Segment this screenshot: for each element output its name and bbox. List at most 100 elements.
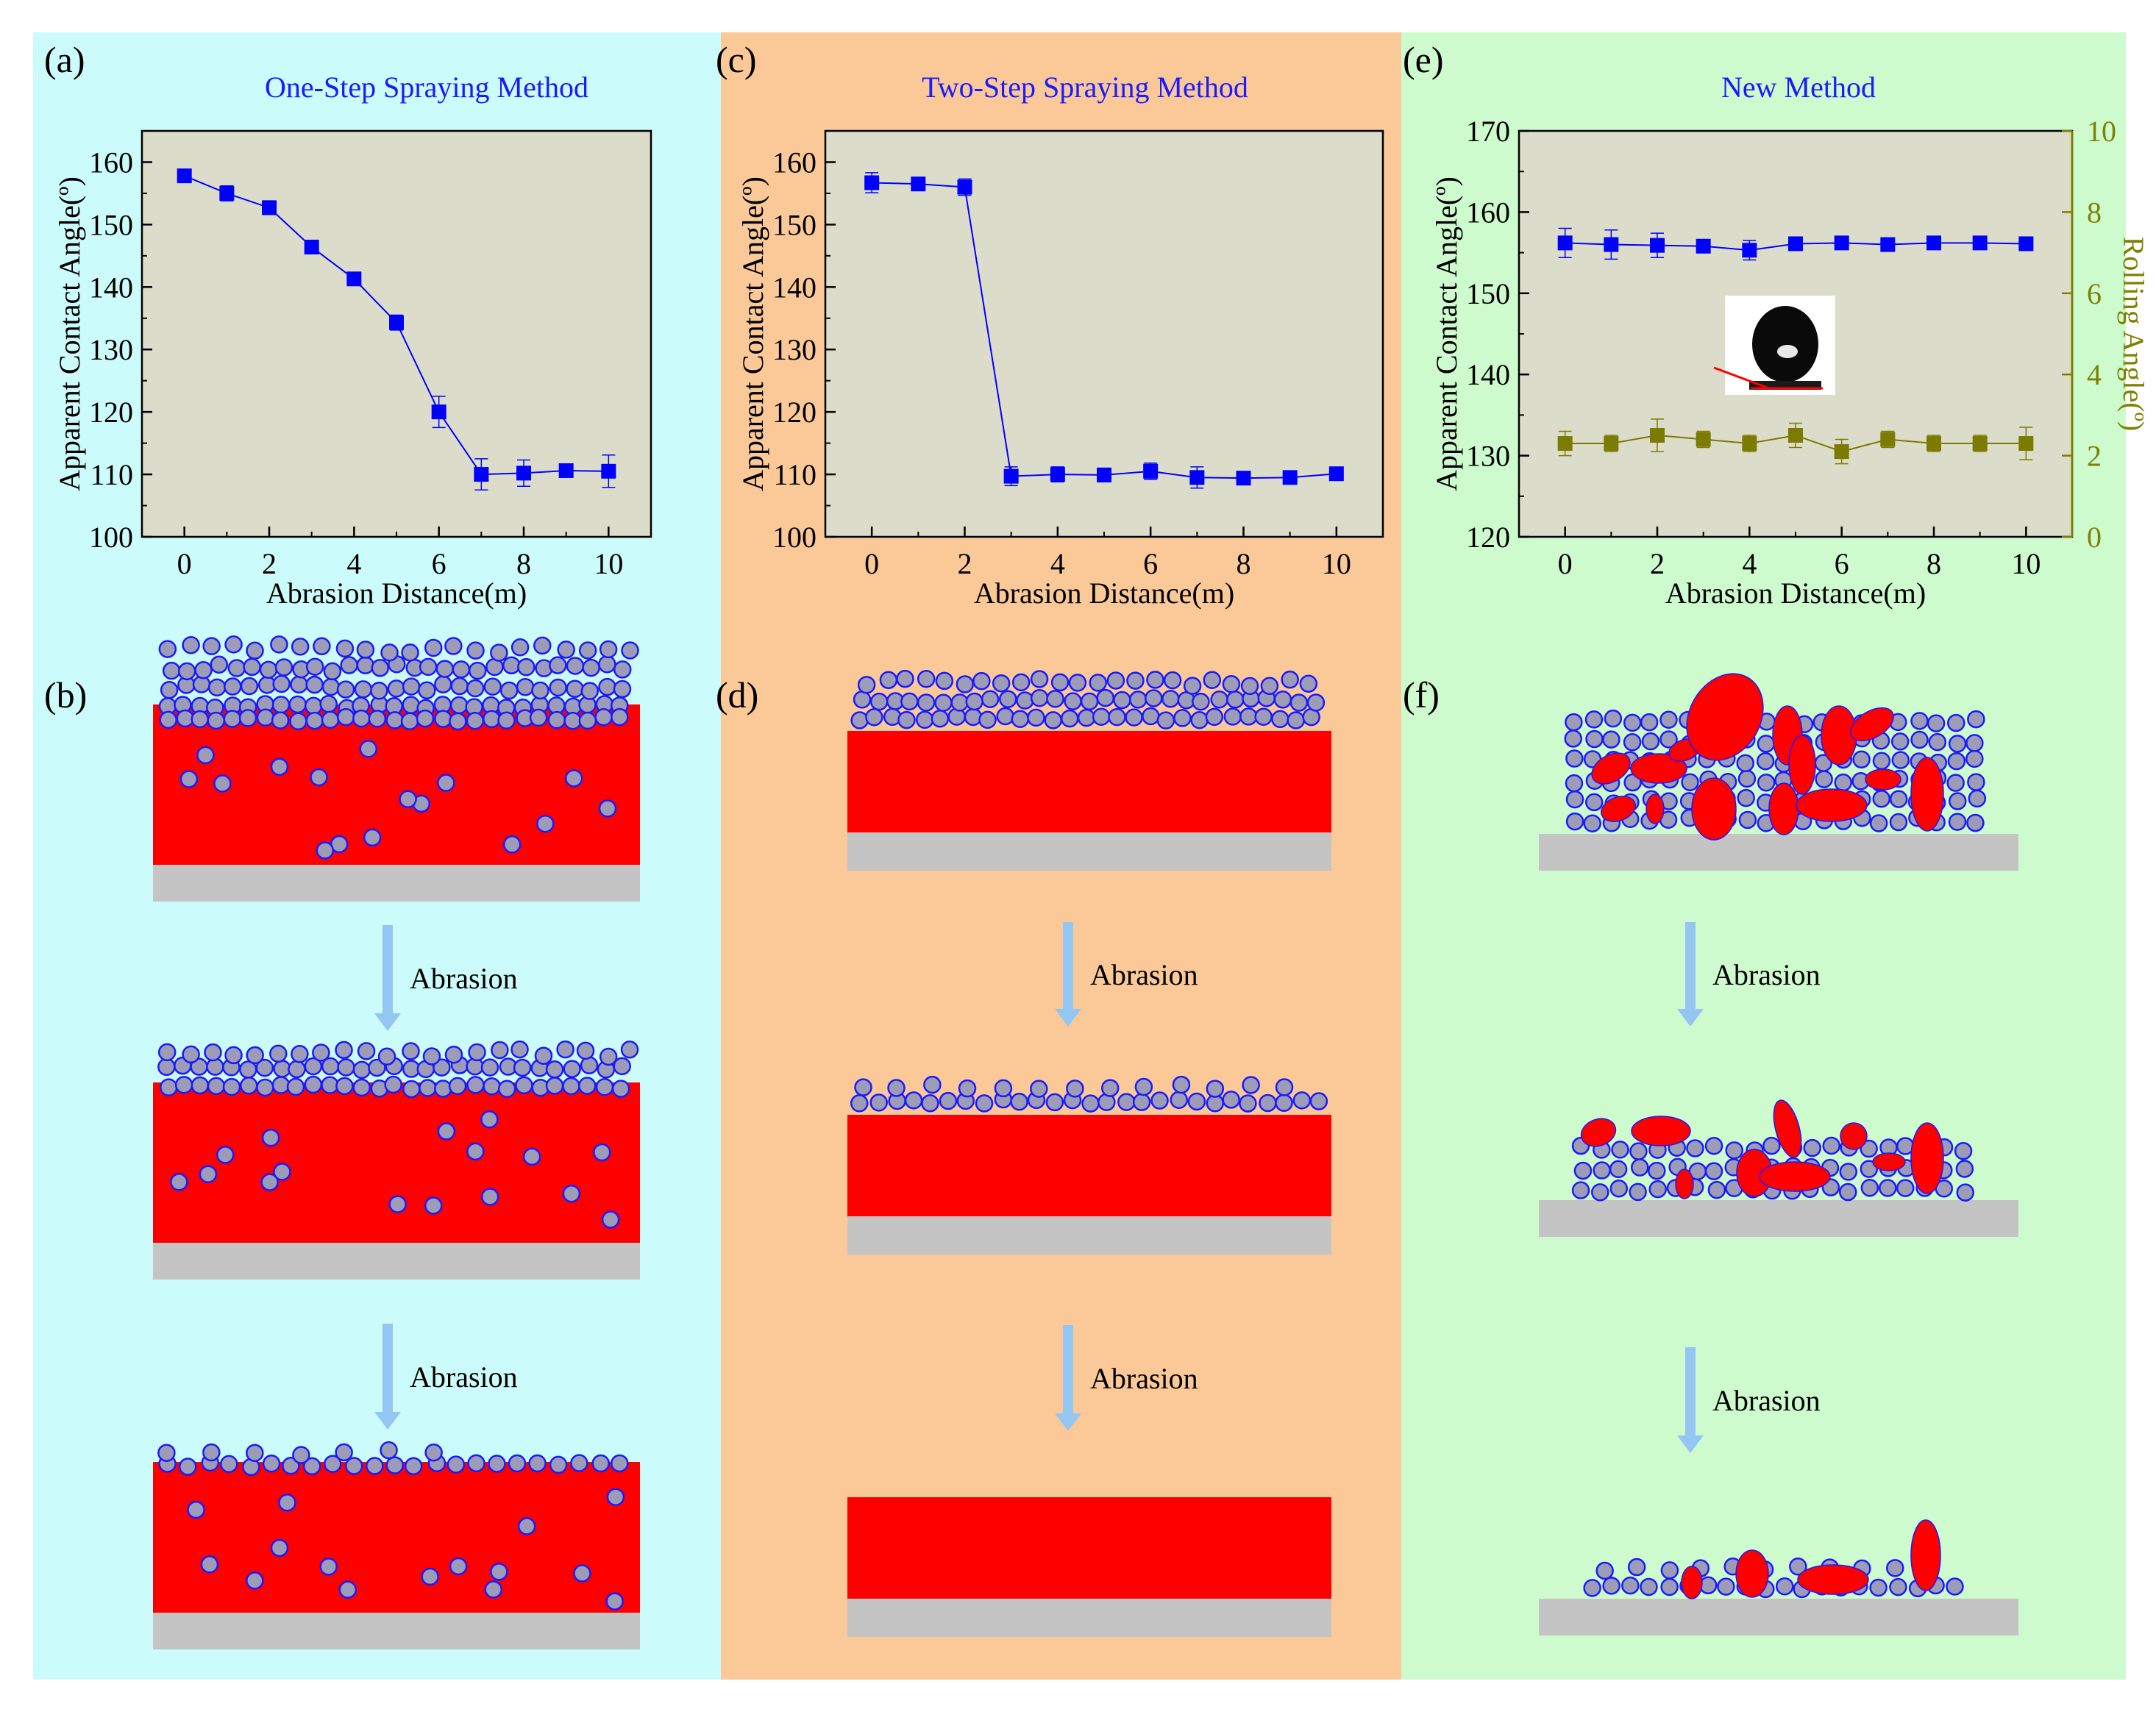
particle bbox=[1203, 671, 1222, 690]
y2-axis-label: Rolling Angle(º) bbox=[2117, 237, 2150, 432]
x-axis-label: Abrasion Distance(m) bbox=[974, 577, 1234, 610]
particle bbox=[1066, 1080, 1084, 1098]
particle bbox=[1187, 1092, 1206, 1111]
particle bbox=[591, 1454, 610, 1473]
particle bbox=[261, 1128, 280, 1147]
particle bbox=[613, 679, 632, 699]
particle bbox=[582, 658, 600, 677]
particle bbox=[897, 710, 916, 729]
data-point bbox=[346, 271, 362, 287]
y-tick-label: 160 bbox=[89, 146, 133, 179]
arrow-shaft bbox=[1685, 922, 1696, 1010]
particle bbox=[1565, 713, 1583, 732]
particle bbox=[207, 711, 226, 730]
particle bbox=[402, 1042, 420, 1060]
particle bbox=[599, 640, 618, 659]
particle bbox=[312, 1043, 330, 1062]
particle bbox=[274, 658, 293, 677]
particle bbox=[1737, 769, 1757, 788]
particle bbox=[1757, 735, 1776, 753]
particle bbox=[605, 1592, 624, 1610]
polymer-particle bbox=[1865, 768, 1901, 791]
particle bbox=[994, 1079, 1013, 1098]
particle bbox=[292, 1446, 310, 1464]
y-tick-label: 150 bbox=[1466, 277, 1510, 310]
particle bbox=[556, 1040, 574, 1059]
particle bbox=[336, 680, 355, 699]
y-axis-label: Apparent Contact Angle(º) bbox=[736, 176, 769, 491]
particle bbox=[359, 740, 378, 758]
particle bbox=[1281, 670, 1299, 689]
particle bbox=[1659, 730, 1678, 749]
particle bbox=[1896, 1179, 1915, 1197]
particle bbox=[340, 656, 358, 674]
particle bbox=[157, 1057, 176, 1077]
x-axis-label: Abrasion Distance(m) bbox=[266, 577, 527, 610]
chart-title: One-Step Spraying Method bbox=[265, 71, 588, 104]
particle bbox=[964, 707, 983, 727]
particle bbox=[1016, 691, 1034, 710]
particle bbox=[598, 655, 616, 674]
particle bbox=[1222, 1091, 1240, 1109]
particle bbox=[271, 696, 291, 714]
particle bbox=[1132, 1093, 1151, 1111]
particle bbox=[1226, 691, 1245, 709]
particle bbox=[516, 677, 535, 696]
particle bbox=[484, 1580, 503, 1599]
particle bbox=[869, 692, 889, 711]
particle bbox=[1736, 754, 1754, 773]
particle bbox=[421, 1567, 439, 1586]
particle bbox=[448, 1077, 467, 1096]
particle bbox=[321, 677, 341, 696]
arrow-head bbox=[1677, 1009, 1704, 1027]
substrate bbox=[1539, 1200, 2018, 1237]
particle bbox=[931, 709, 950, 728]
particle bbox=[1309, 1092, 1328, 1110]
particle bbox=[545, 1077, 564, 1095]
particle bbox=[290, 675, 308, 694]
droplet bbox=[1752, 306, 1818, 382]
particle bbox=[528, 1454, 547, 1473]
particle bbox=[577, 1077, 597, 1095]
particle bbox=[1928, 732, 1947, 752]
data-point bbox=[1282, 470, 1298, 485]
abrasion-arrow: Abrasion bbox=[1055, 922, 1198, 1027]
substrate bbox=[847, 1216, 1331, 1255]
particle bbox=[1206, 1080, 1225, 1098]
particle bbox=[1955, 1160, 1974, 1178]
particle bbox=[613, 660, 632, 679]
particle bbox=[354, 680, 373, 699]
y-tick-label: 140 bbox=[772, 271, 816, 304]
particle bbox=[483, 1077, 501, 1096]
particle bbox=[981, 690, 1000, 709]
particle bbox=[368, 1058, 386, 1077]
particle bbox=[531, 681, 549, 700]
particle bbox=[1717, 1577, 1735, 1596]
particle bbox=[222, 1077, 241, 1096]
particle bbox=[972, 671, 991, 691]
particle bbox=[480, 1188, 499, 1206]
particle bbox=[157, 1444, 176, 1462]
arrow-head bbox=[1677, 1435, 1704, 1453]
coating-layer bbox=[153, 1462, 640, 1613]
y-axis-label: Apparent Contact Angle(º) bbox=[1430, 176, 1463, 491]
particle bbox=[182, 1045, 200, 1064]
particle bbox=[1045, 1093, 1064, 1112]
particle bbox=[1602, 730, 1620, 749]
particle bbox=[1081, 1094, 1100, 1113]
y-tick-label: 110 bbox=[773, 458, 816, 491]
particle bbox=[272, 674, 291, 693]
particle bbox=[563, 1060, 581, 1078]
particle bbox=[1681, 773, 1699, 791]
particle bbox=[1134, 1077, 1153, 1096]
arrow-head bbox=[374, 1013, 401, 1031]
particle bbox=[900, 692, 919, 711]
particle bbox=[1604, 709, 1623, 728]
particle bbox=[923, 1075, 942, 1094]
particle bbox=[335, 1041, 353, 1060]
abrasion-arrow: Abrasion bbox=[1055, 1325, 1198, 1431]
particle bbox=[384, 1075, 402, 1094]
data-point bbox=[1696, 432, 1711, 447]
particle bbox=[917, 669, 936, 688]
particle bbox=[921, 1093, 939, 1113]
